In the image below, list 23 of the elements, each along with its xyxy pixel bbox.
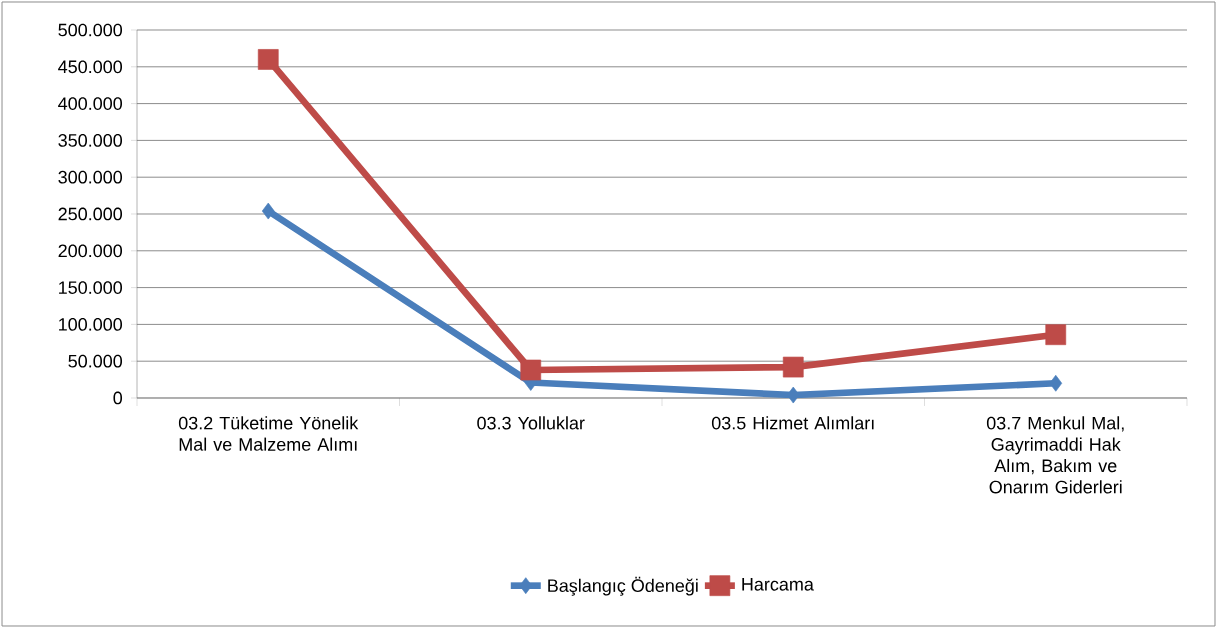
y-tick-label: 400.000 [58, 97, 123, 110]
y-tick-label: 200.000 [58, 244, 123, 258]
y-tick-label: 100.000 [59, 318, 123, 331]
y-tick-label: 450.000 [58, 60, 123, 74]
point [520, 359, 542, 381]
legend-label: Başlangıç Ödeneği [548, 576, 698, 596]
x-tick-label: 03.3 Yolluklar [477, 416, 585, 430]
x-tick-label: 03.7 Menkul Mal, Gayrimaddi Hak Alım, Bakım ve Onarım Giderleri [986, 416, 1124, 494]
legend-label: Harcama [742, 578, 814, 591]
y-tick-label: 350.000 [58, 134, 123, 147]
x-tick-label: 03.5 Hizmet Alımları [711, 416, 874, 430]
y-tick-label: 300.000 [58, 170, 123, 184]
y-tick-label: 0 [113, 391, 123, 405]
point [782, 356, 804, 378]
point [257, 49, 279, 70]
y-tick-label: 500.000 [58, 23, 123, 37]
y-tick-label: 50.000 [68, 354, 123, 368]
y-tick-label: 150.000 [59, 281, 123, 294]
point [1049, 374, 1063, 392]
point [261, 202, 275, 220]
y-tick-label: 250.000 [58, 207, 123, 221]
point [1045, 324, 1067, 346]
x-tick-label: 03.2 Tüketime Yönelik Mal ve Malzeme Alımı [178, 416, 359, 451]
